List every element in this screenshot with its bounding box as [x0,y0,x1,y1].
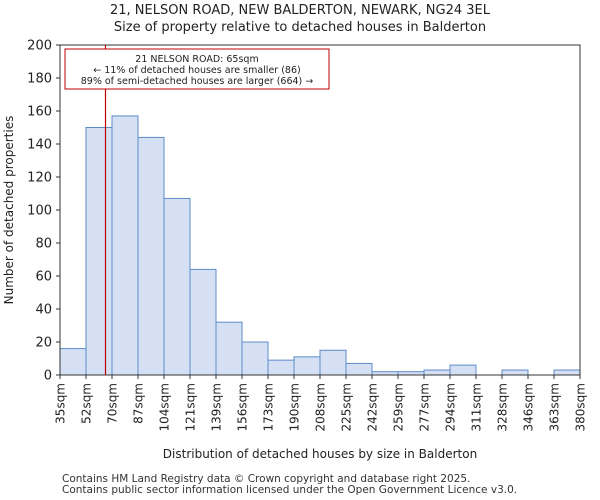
x-tick-label-380sqm: 380sqm [574,383,588,431]
x-axis: 35sqm 52sqm 70sqm 87sqm 104sqm 121sqm 139sqm 15… [54,375,588,431]
bar-121sqm [189,268,217,376]
x-tick-label-259sqm: 259sqm [392,383,406,431]
histogram-chart: 0 20 40 60 80 100 120 140 160 180 200 35sqm 52sqm 70… [2,39,588,462]
y-tick-label-120: 120 [27,171,52,186]
bar-70sqm [111,115,139,376]
x-tick-label-277sqm: 277sqm [418,383,432,431]
annotation-line-3: 89% of semi-detached houses are larger (… [81,76,314,87]
annotation-line-2: ← 11% of detached houses are smaller (86… [93,65,300,76]
y-tick-label-0: 0 [44,369,52,384]
x-tick-label-156sqm: 156sqm [236,383,250,431]
bar-35sqm [59,348,87,376]
plot-frame [59,44,581,376]
x-tick-label-225sqm: 225sqm [340,383,354,431]
bar-208sqm [319,349,347,376]
bar-52sqm [85,127,113,376]
bar-87sqm [137,136,165,376]
x-tick-label-242sqm: 242sqm [366,383,380,431]
x-tick-label-311sqm: 311sqm [470,383,484,431]
footer-line-2: Contains public sector information licen… [62,484,518,496]
bar-328sqm [501,369,529,376]
x-tick-label-208sqm: 208sqm [314,383,328,431]
y-tick-label-160: 160 [27,105,52,120]
bar-363sqm [553,369,581,376]
x-tick-label-328sqm: 328sqm [496,383,510,431]
x-tick-label-173sqm: 173sqm [262,383,276,431]
x-tick-label-190sqm: 190sqm [288,383,302,431]
y-tick-label-200: 200 [27,39,52,54]
bar-104sqm [163,197,191,376]
x-tick-label-104sqm: 104sqm [158,383,172,431]
y-tick-label-100: 100 [27,204,52,219]
bar-139sqm [215,321,243,376]
x-tick-label-121sqm: 121sqm [184,383,198,431]
chart-title: 21, NELSON ROAD, NEW BALDERTON, NEWARK, … [110,3,490,18]
x-tick-label-87sqm: 87sqm [132,383,146,424]
y-tick-label-40: 40 [35,303,52,318]
y-tick-label-140: 140 [27,138,52,153]
bar-156sqm [241,341,269,376]
y-tick-label-180: 180 [27,72,52,87]
bar-225sqm [345,362,373,376]
x-tick-label-139sqm: 139sqm [210,383,224,431]
y-tick-label-20: 20 [35,336,52,351]
x-tick-label-294sqm: 294sqm [444,383,458,431]
y-axis: 0 20 40 60 80 100 120 140 160 180 200 [27,39,60,384]
x-tick-label-346sqm: 346sqm [522,383,536,431]
x-tick-label-363sqm: 363sqm [548,383,562,431]
bar-294sqm [449,364,477,376]
x-tick-label-52sqm: 52sqm [80,383,94,424]
annotation-line-1: 21 NELSON ROAD: 65sqm [135,54,258,65]
x-tick-label-35sqm: 35sqm [54,383,68,424]
bars-group [59,115,581,376]
x-tick-label-70sqm: 70sqm [106,383,120,424]
y-axis-label: Number of detached properties [2,116,16,305]
y-tick-label-60: 60 [35,270,52,285]
x-axis-label: Distribution of detached houses by size … [163,447,477,461]
bar-173sqm [267,359,295,376]
footer-line-1: Contains HM Land Registry data © Crown c… [62,473,471,485]
bar-190sqm [293,356,321,376]
y-tick-label-80: 80 [35,237,52,252]
chart-subtitle: Size of property relative to detached ho… [113,20,487,35]
annotation-box [64,48,330,90]
bar-277sqm [423,369,451,376]
